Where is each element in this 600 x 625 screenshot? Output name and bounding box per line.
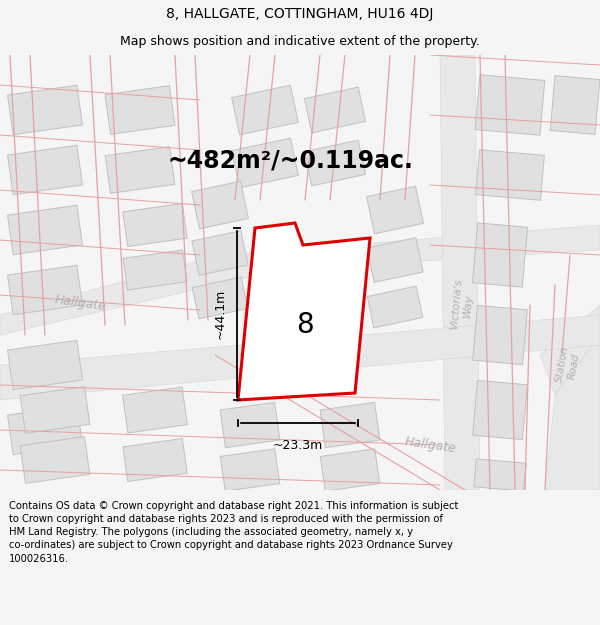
Text: Map shows position and indicative extent of the property.: Map shows position and indicative extent… (120, 35, 480, 48)
Polygon shape (475, 75, 545, 135)
Polygon shape (8, 146, 82, 194)
Polygon shape (0, 315, 600, 400)
Polygon shape (550, 76, 600, 134)
Polygon shape (476, 150, 544, 200)
Polygon shape (238, 223, 370, 400)
Polygon shape (304, 87, 365, 133)
Polygon shape (367, 186, 424, 234)
Text: 8: 8 (296, 311, 314, 339)
Text: ~482m²/~0.119ac.: ~482m²/~0.119ac. (167, 148, 413, 172)
Polygon shape (232, 85, 298, 135)
Text: Hallgate: Hallgate (403, 435, 457, 455)
Polygon shape (320, 449, 380, 491)
Polygon shape (472, 223, 527, 287)
Polygon shape (123, 204, 187, 246)
Polygon shape (220, 402, 280, 448)
Polygon shape (123, 250, 187, 290)
Polygon shape (191, 181, 248, 229)
Polygon shape (474, 459, 526, 491)
Polygon shape (105, 86, 175, 134)
Polygon shape (545, 335, 600, 490)
Polygon shape (220, 225, 600, 270)
Polygon shape (123, 439, 187, 481)
Polygon shape (540, 305, 600, 395)
Polygon shape (473, 381, 527, 439)
Text: Contains OS data © Crown copyright and database right 2021. This information is : Contains OS data © Crown copyright and d… (9, 501, 458, 564)
Text: 8, HALLGATE, COTTINGHAM, HU16 4DJ: 8, HALLGATE, COTTINGHAM, HU16 4DJ (166, 7, 434, 21)
Polygon shape (8, 86, 82, 134)
Polygon shape (232, 138, 298, 188)
Polygon shape (440, 55, 480, 490)
Polygon shape (192, 231, 248, 276)
Text: Station
Road: Station Road (554, 345, 582, 385)
Polygon shape (105, 147, 175, 193)
Polygon shape (367, 238, 423, 282)
Polygon shape (320, 402, 380, 448)
Polygon shape (8, 266, 82, 314)
Polygon shape (8, 206, 82, 254)
Text: ~23.3m: ~23.3m (273, 439, 323, 452)
Polygon shape (8, 341, 82, 389)
Polygon shape (473, 306, 527, 364)
Polygon shape (192, 277, 248, 319)
Polygon shape (220, 449, 280, 491)
Text: ~44.1m: ~44.1m (214, 289, 227, 339)
Polygon shape (20, 387, 90, 433)
Polygon shape (0, 255, 280, 335)
Polygon shape (304, 140, 365, 186)
Polygon shape (20, 437, 90, 483)
Polygon shape (122, 387, 187, 433)
Text: Victoria's
Way: Victoria's Way (449, 279, 475, 331)
Text: Hallgate: Hallgate (53, 293, 107, 313)
Polygon shape (8, 406, 82, 454)
Polygon shape (367, 286, 423, 328)
